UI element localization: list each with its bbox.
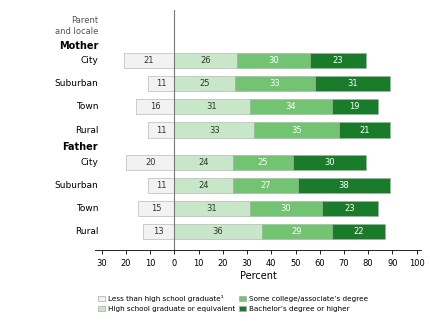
Bar	[298, 178, 390, 193]
Bar	[315, 76, 390, 91]
Text: 11: 11	[156, 181, 166, 190]
Text: 19: 19	[350, 102, 360, 111]
Bar	[332, 99, 378, 114]
Text: Mother: Mother	[59, 40, 98, 50]
Text: 31: 31	[207, 204, 217, 213]
Bar	[235, 76, 315, 91]
Text: City: City	[80, 158, 98, 167]
Text: 31: 31	[347, 79, 358, 88]
Legend: Less than high school graduate¹, High school graduate or equivalent, Some colleg: Less than high school graduate¹, High sc…	[98, 295, 369, 312]
Text: 16: 16	[150, 102, 160, 111]
Text: 26: 26	[201, 56, 211, 65]
Text: Town: Town	[76, 102, 98, 111]
Text: 31: 31	[207, 102, 217, 111]
Text: 30: 30	[324, 158, 335, 167]
Text: 25: 25	[200, 79, 210, 88]
Bar	[148, 76, 175, 91]
Text: Parent
and locale: Parent and locale	[55, 16, 98, 36]
Text: 33: 33	[209, 126, 220, 134]
Text: 30: 30	[268, 56, 279, 65]
Bar	[175, 178, 233, 193]
Text: 22: 22	[353, 227, 364, 236]
Text: 27: 27	[260, 181, 270, 190]
Text: 25: 25	[258, 158, 268, 167]
Bar	[293, 155, 366, 170]
Bar	[148, 123, 175, 137]
Bar	[136, 99, 175, 114]
Text: 23: 23	[345, 204, 355, 213]
Text: 38: 38	[338, 181, 349, 190]
Text: Suburban: Suburban	[55, 181, 98, 190]
Bar	[175, 201, 249, 216]
Text: Suburban: Suburban	[55, 79, 98, 88]
Bar	[143, 224, 175, 239]
Bar	[175, 123, 255, 137]
Bar	[249, 99, 332, 114]
Text: 34: 34	[286, 102, 296, 111]
Text: 29: 29	[292, 227, 302, 236]
Bar	[126, 155, 175, 170]
Text: City: City	[80, 56, 98, 65]
Bar	[233, 155, 293, 170]
Text: 13: 13	[154, 227, 164, 236]
Bar	[233, 178, 298, 193]
Text: 24: 24	[198, 181, 209, 190]
Text: 35: 35	[292, 126, 302, 134]
Bar	[339, 123, 390, 137]
Text: Town: Town	[76, 204, 98, 213]
Text: 36: 36	[213, 227, 224, 236]
Bar	[175, 155, 233, 170]
Text: 11: 11	[156, 79, 166, 88]
Bar	[124, 53, 175, 68]
Text: 20: 20	[145, 158, 156, 167]
Text: 30: 30	[280, 204, 291, 213]
Text: Father: Father	[63, 143, 98, 152]
Text: 11: 11	[156, 126, 166, 134]
Text: 23: 23	[332, 56, 343, 65]
Text: 15: 15	[151, 204, 162, 213]
Bar	[237, 53, 310, 68]
Text: 33: 33	[270, 79, 280, 88]
Bar	[332, 224, 385, 239]
X-axis label: Percent: Percent	[240, 271, 276, 281]
Bar	[310, 53, 366, 68]
Bar	[138, 201, 175, 216]
Text: Rural: Rural	[75, 126, 98, 134]
Bar	[255, 123, 339, 137]
Bar	[175, 76, 235, 91]
Text: 24: 24	[198, 158, 209, 167]
Bar	[175, 99, 249, 114]
Text: 21: 21	[144, 56, 154, 65]
Text: Rural: Rural	[75, 227, 98, 236]
Bar	[322, 201, 378, 216]
Bar	[175, 224, 261, 239]
Bar	[148, 178, 175, 193]
Bar	[249, 201, 322, 216]
Bar	[261, 224, 332, 239]
Bar	[175, 53, 237, 68]
Text: 21: 21	[359, 126, 370, 134]
